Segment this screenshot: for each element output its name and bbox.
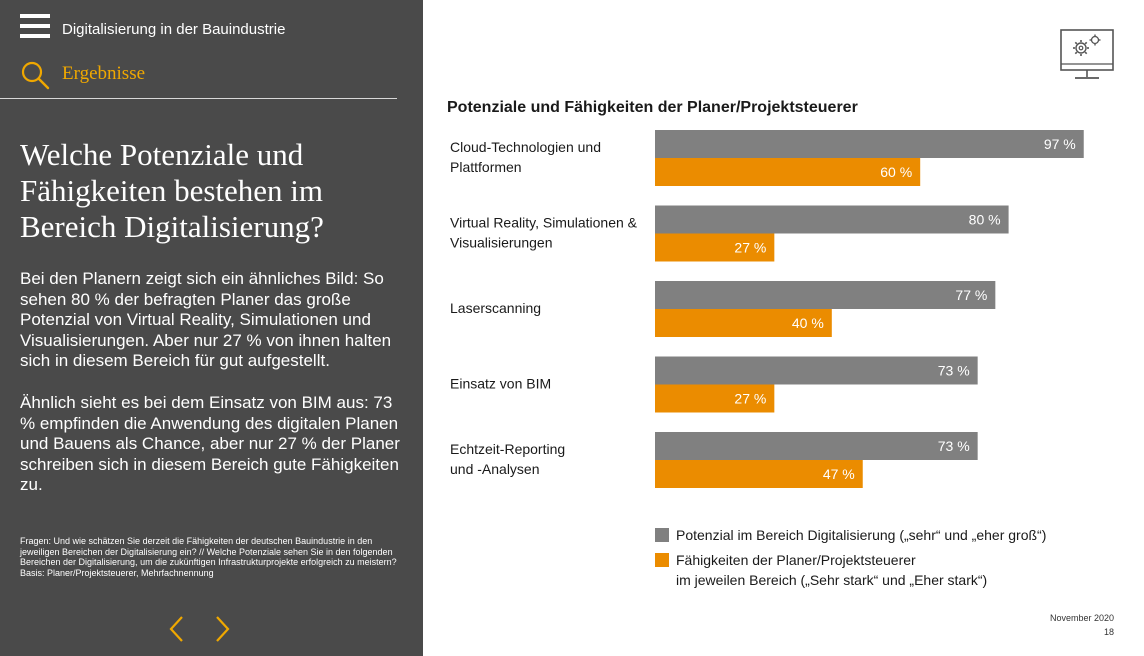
bar bbox=[655, 356, 978, 385]
footnote-basis: Basis: Planer/Projektsteuerer, Mehrfachn… bbox=[20, 567, 214, 578]
page-number: 18 bbox=[1103, 627, 1114, 637]
category-label: Virtual Reality, Simulationen & Visualisi… bbox=[450, 215, 638, 251]
legend-label-capability: Fähigkeiten der Planer/Projektsteuerer i… bbox=[676, 552, 988, 588]
bar bbox=[655, 384, 775, 413]
page-question: Welche Potenziale und Fähigkeiten besteh… bbox=[20, 137, 324, 244]
monitor-gears-icon bbox=[1060, 29, 1114, 79]
bar-value-label: 40 % bbox=[792, 315, 824, 331]
bar bbox=[655, 233, 775, 262]
bar bbox=[655, 432, 978, 460]
legend-swatch-capability bbox=[655, 553, 669, 567]
footnote-question: Fragen: Und wie schätzen Sie derzeit die… bbox=[20, 536, 397, 567]
bar bbox=[655, 158, 921, 186]
legend-label-potential: Potenzial im Bereich Digitalisierung („s… bbox=[676, 527, 1047, 543]
body-paragraph-1: Bei den Planern zeigt sich ein ähnliches… bbox=[20, 269, 392, 370]
bar-value-label: 73 % bbox=[938, 363, 970, 379]
bar bbox=[655, 281, 996, 309]
bar-value-label: 27 % bbox=[734, 240, 766, 256]
section-title: Ergebnisse bbox=[62, 63, 146, 84]
legend-item-potential: Potenzial im Bereich Digitalisierung („s… bbox=[655, 525, 1095, 547]
divider bbox=[0, 98, 397, 99]
chevron-right-icon[interactable] bbox=[212, 614, 232, 644]
category-label: Echtzeit-Reporting und -Analysen bbox=[450, 441, 565, 477]
bar-value-label: 80 % bbox=[969, 212, 1001, 228]
bar bbox=[655, 309, 832, 337]
legend-item-capability: Fähigkeiten der Planer/Projektsteuerer i… bbox=[655, 550, 1095, 592]
hamburger-menu-icon[interactable] bbox=[20, 14, 50, 38]
category-label: Einsatz von BIM bbox=[450, 376, 551, 392]
search-icon[interactable] bbox=[20, 60, 50, 90]
bar bbox=[655, 205, 1009, 234]
bar-value-label: 73 % bbox=[938, 438, 970, 454]
footnote: Fragen: Und wie schätzen Sie derzeit die… bbox=[20, 536, 405, 578]
chevron-left-icon[interactable] bbox=[167, 614, 187, 644]
bar-value-label: 77 % bbox=[955, 287, 987, 303]
category-label: Cloud-Technologien und Plattformen bbox=[450, 139, 601, 175]
app-title: Digitalisierung in der Bauindustrie bbox=[62, 21, 286, 38]
bar bbox=[655, 460, 863, 488]
bar-value-label: 97 % bbox=[1044, 136, 1076, 152]
bar-chart: Cloud-Technologien und Plattformen 97 % 60 … bbox=[450, 130, 1084, 488]
legend-swatch-potential bbox=[655, 528, 669, 542]
chart-title: Potenziale und Fähigkeiten der Planer/Pr… bbox=[447, 99, 858, 116]
bar-value-label: 47 % bbox=[823, 466, 855, 482]
category-label: Laserscanning bbox=[450, 300, 541, 316]
bar-value-label: 27 % bbox=[734, 391, 766, 407]
bar bbox=[655, 130, 1084, 158]
footer-date: November 2020 bbox=[1049, 613, 1114, 623]
sidebar: Digitalisierung in der Bauindustrie Erge… bbox=[0, 0, 423, 656]
bar-value-label: 60 % bbox=[880, 164, 912, 180]
body-paragraph-2: Ähnlich sieht es bei dem Einsatz von BIM… bbox=[20, 393, 400, 494]
